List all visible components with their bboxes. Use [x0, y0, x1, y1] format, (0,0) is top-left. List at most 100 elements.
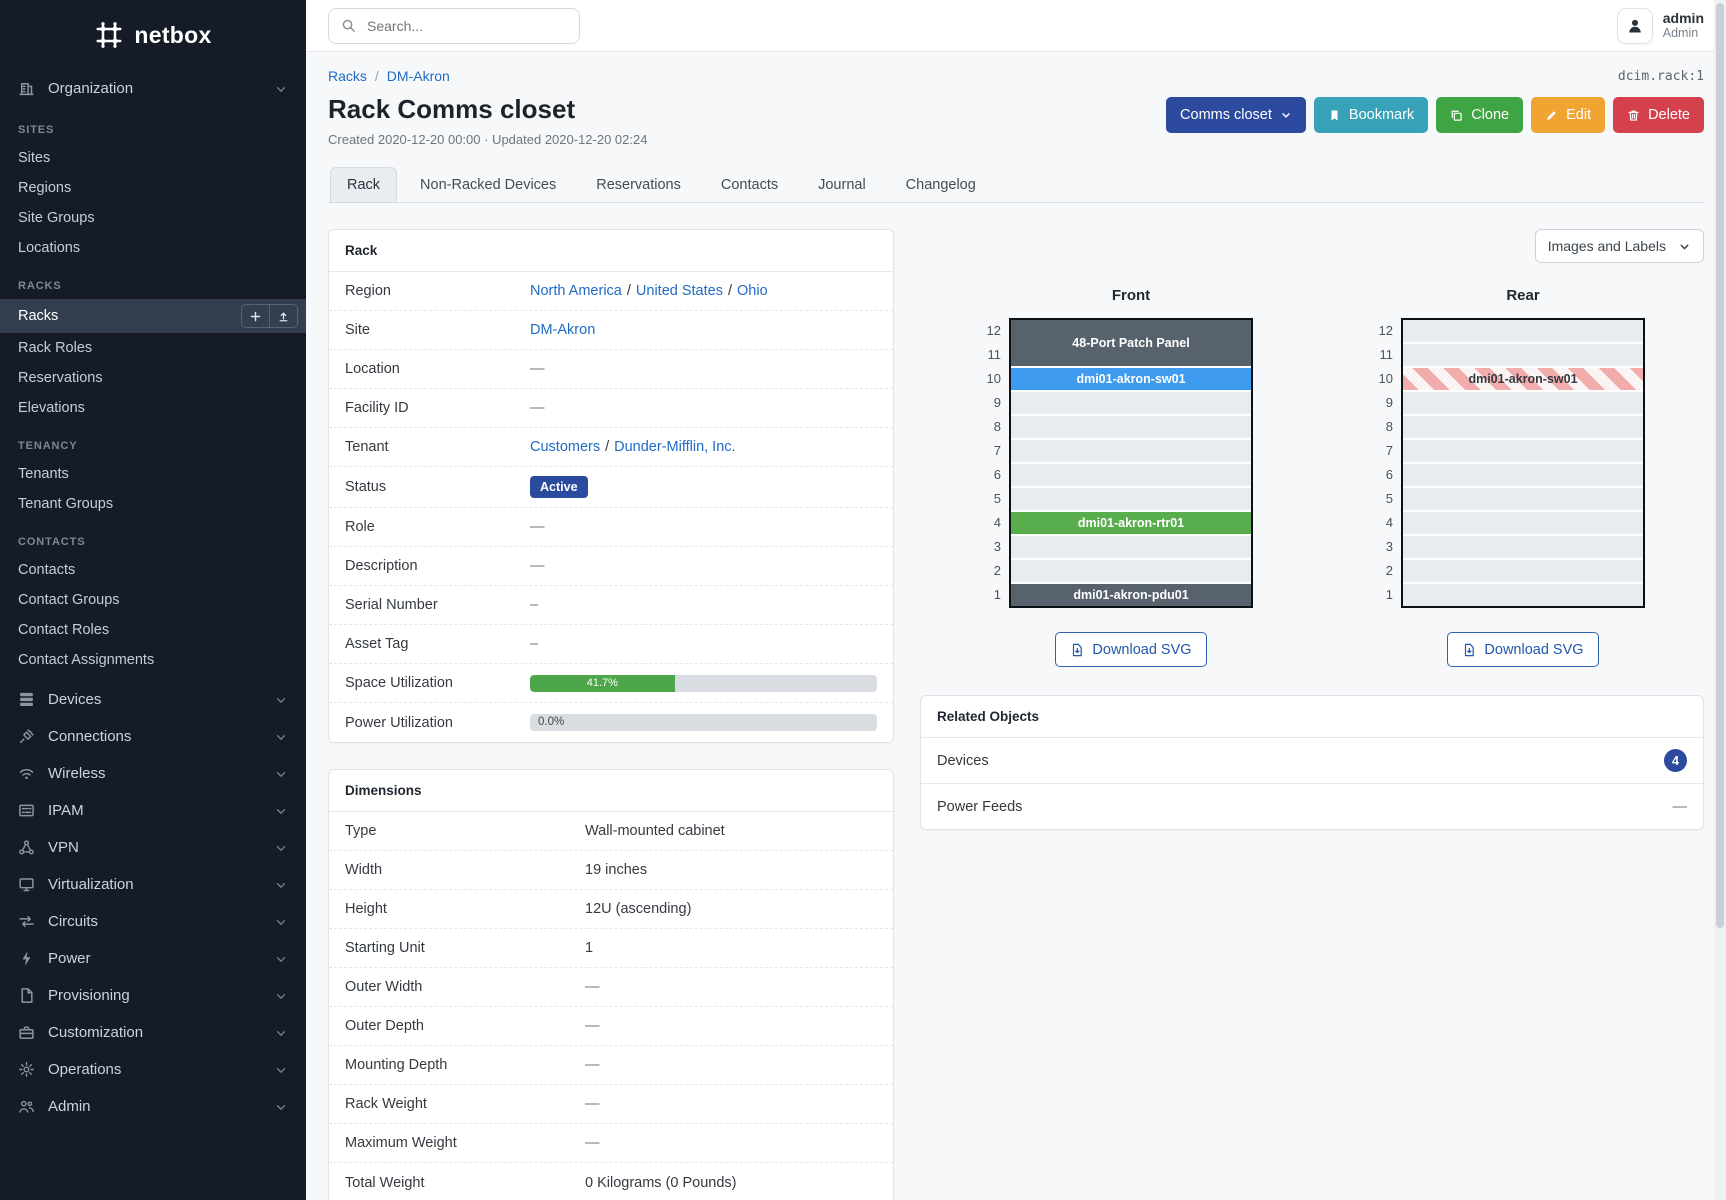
- sidebar-group-circuits[interactable]: Circuits: [0, 903, 306, 940]
- breadcrumb-racks-link[interactable]: Racks: [328, 68, 367, 84]
- devices-icon: [20, 692, 33, 706]
- sidebar-item-elevations[interactable]: Elevations: [18, 400, 85, 416]
- rack-slot-empty[interactable]: [1403, 392, 1643, 414]
- related-power-feeds-row[interactable]: Power Feeds —: [937, 798, 1687, 815]
- tab-journal[interactable]: Journal: [818, 177, 866, 193]
- elevation-view-select[interactable]: Images and Labels: [1534, 229, 1704, 263]
- rack-slot-empty[interactable]: [1011, 536, 1251, 558]
- search-input[interactable]: [365, 16, 567, 35]
- rack-slot-empty[interactable]: [1011, 560, 1251, 582]
- clone-button[interactable]: Clone: [1436, 97, 1524, 133]
- sidebar: netbox Organization SITES Sites Regions …: [0, 0, 306, 1200]
- tab-contacts[interactable]: Contacts: [720, 177, 779, 193]
- rack-slot-empty[interactable]: [1011, 440, 1251, 462]
- user-avatar[interactable]: [1616, 7, 1653, 44]
- rack-device-sw01-rear[interactable]: dmi01-akron-sw01: [1403, 368, 1643, 390]
- sidebar-item-contacts[interactable]: Contacts: [18, 562, 76, 578]
- admin-icon: [19, 1100, 34, 1113]
- sidebar-group-connections[interactable]: Connections: [0, 718, 306, 755]
- rack-slot-empty[interactable]: [1403, 344, 1643, 366]
- sidebar-group-customization[interactable]: Customization: [0, 1014, 306, 1051]
- site-link[interactable]: DM-Akron: [530, 322, 596, 338]
- rack-slot-empty[interactable]: [1011, 392, 1251, 414]
- rack-slot-empty[interactable]: [1403, 536, 1643, 558]
- netbox-logo-icon: [96, 22, 122, 48]
- tenant-group-link[interactable]: Customers: [530, 439, 601, 455]
- sidebar-group-label: VPN: [48, 839, 79, 856]
- tab-changelog[interactable]: Changelog: [905, 177, 976, 193]
- left-column: Rack Region North America / United States /…: [328, 229, 894, 1200]
- tab-non-racked-devices[interactable]: Non-Racked Devices: [420, 177, 557, 193]
- rack-slot-empty[interactable]: [1403, 512, 1643, 534]
- main-area: admin Admin Racks / DM-Akron dcim.rack:1…: [306, 0, 1726, 1200]
- sidebar-item-locations[interactable]: Locations: [18, 240, 81, 256]
- rack-device-pdu01[interactable]: dmi01-akron-pdu01: [1011, 584, 1251, 606]
- rack-slot-empty[interactable]: [1403, 560, 1643, 582]
- sidebar-group-provisioning[interactable]: Provisioning: [0, 977, 306, 1014]
- rack-slot-empty[interactable]: [1011, 464, 1251, 486]
- rack-slot-empty[interactable]: [1403, 416, 1643, 438]
- add-rack-button[interactable]: [241, 304, 270, 328]
- rack-device-patch-panel[interactable]: 48-Port Patch Panel: [1011, 320, 1251, 366]
- rack-slot-empty[interactable]: [1403, 440, 1643, 462]
- sidebar-item-tenants[interactable]: Tenants: [18, 466, 69, 482]
- sidebar-item-reservations[interactable]: Reservations: [18, 370, 103, 386]
- rack-slot-empty[interactable]: [1403, 488, 1643, 510]
- comms-closet-dropdown-button[interactable]: Comms closet: [1166, 97, 1306, 133]
- tab-reservations[interactable]: Reservations: [596, 177, 681, 193]
- table-row: Role —: [329, 508, 893, 547]
- region-link[interactable]: North America: [530, 283, 622, 299]
- sidebar-item-contact-assignments[interactable]: Contact Assignments: [18, 652, 155, 668]
- rack-slot-empty[interactable]: [1403, 584, 1643, 606]
- delete-button[interactable]: Delete: [1613, 97, 1704, 133]
- sidebar-item-site-groups[interactable]: Site Groups: [18, 210, 95, 226]
- download-svg-front-button[interactable]: Download SVG: [1055, 632, 1207, 667]
- space-utilization-bar: 41.7%: [530, 674, 877, 692]
- rack-slot-empty[interactable]: [1011, 416, 1251, 438]
- rack-slot-empty[interactable]: [1403, 320, 1643, 342]
- sidebar-item-rack-roles[interactable]: Rack Roles: [18, 340, 93, 356]
- sidebar-item-contact-groups[interactable]: Contact Groups: [18, 592, 120, 608]
- sidebar-group-vpn[interactable]: VPN: [0, 829, 306, 866]
- scrollbar[interactable]: [1714, 0, 1726, 1200]
- tab-rack[interactable]: Rack: [330, 167, 398, 203]
- sidebar-group-ipam[interactable]: IPAM: [0, 792, 306, 829]
- page-title: Rack Comms closet: [328, 94, 576, 124]
- front-elevation: Front 12 11 10 9 8 7 6 5 4: [920, 287, 1312, 667]
- sidebar-group-devices[interactable]: Devices: [0, 681, 306, 718]
- sidebar-item-contact-roles[interactable]: Contact Roles: [18, 622, 110, 638]
- rack-device-rtr01[interactable]: dmi01-akron-rtr01: [1011, 512, 1251, 534]
- sidebar-group-operations[interactable]: Operations: [0, 1051, 306, 1088]
- sidebar-section-sites: SITES Sites Regions Site Groups Location…: [0, 107, 306, 263]
- bookmark-button[interactable]: Bookmark: [1313, 97, 1429, 133]
- scrollbar-thumb[interactable]: [1716, 3, 1724, 928]
- breadcrumb-site-link[interactable]: DM-Akron: [386, 68, 450, 84]
- sidebar-group-power[interactable]: Power: [0, 940, 306, 977]
- netbox-logo[interactable]: netbox: [0, 8, 306, 70]
- import-racks-button[interactable]: [269, 304, 298, 328]
- rack-slot-empty[interactable]: [1403, 464, 1643, 486]
- sidebar-group-label: IPAM: [48, 802, 84, 819]
- user-menu[interactable]: admin Admin: [1616, 7, 1704, 44]
- sidebar-item-tenant-groups[interactable]: Tenant Groups: [18, 496, 114, 512]
- table-row: Mounting Depth —: [329, 1046, 893, 1085]
- related-devices-row[interactable]: Devices 4: [921, 738, 1703, 784]
- sidebar-group-wireless[interactable]: Wireless: [0, 755, 306, 792]
- sidebar-item-racks[interactable]: Racks: [0, 299, 306, 333]
- edit-button[interactable]: Edit: [1531, 97, 1606, 133]
- tenant-link[interactable]: Dunder-Mifflin, Inc.: [614, 439, 736, 455]
- table-row: Power Utilization 0.0%: [329, 703, 893, 742]
- rack-device-sw01[interactable]: dmi01-akron-sw01: [1011, 368, 1251, 390]
- tab-bar: Rack Non-Racked Devices Reservations Con…: [328, 167, 1704, 203]
- sidebar-item-sites[interactable]: Sites: [18, 150, 51, 166]
- rack-slot-empty[interactable]: [1011, 488, 1251, 510]
- sidebar-group-admin[interactable]: Admin: [0, 1088, 306, 1125]
- sidebar-group-virtualization[interactable]: Virtualization: [0, 866, 306, 903]
- download-svg-rear-button[interactable]: Download SVG: [1447, 632, 1599, 667]
- sidebar-item-regions[interactable]: Regions: [18, 180, 72, 196]
- user-icon: [1629, 19, 1641, 33]
- region-link[interactable]: United States: [635, 283, 723, 299]
- sidebar-section-tenancy: TENANCY Tenants Tenant Groups: [0, 423, 306, 519]
- sidebar-group-organization[interactable]: Organization: [0, 70, 306, 107]
- region-link[interactable]: Ohio: [737, 283, 768, 299]
